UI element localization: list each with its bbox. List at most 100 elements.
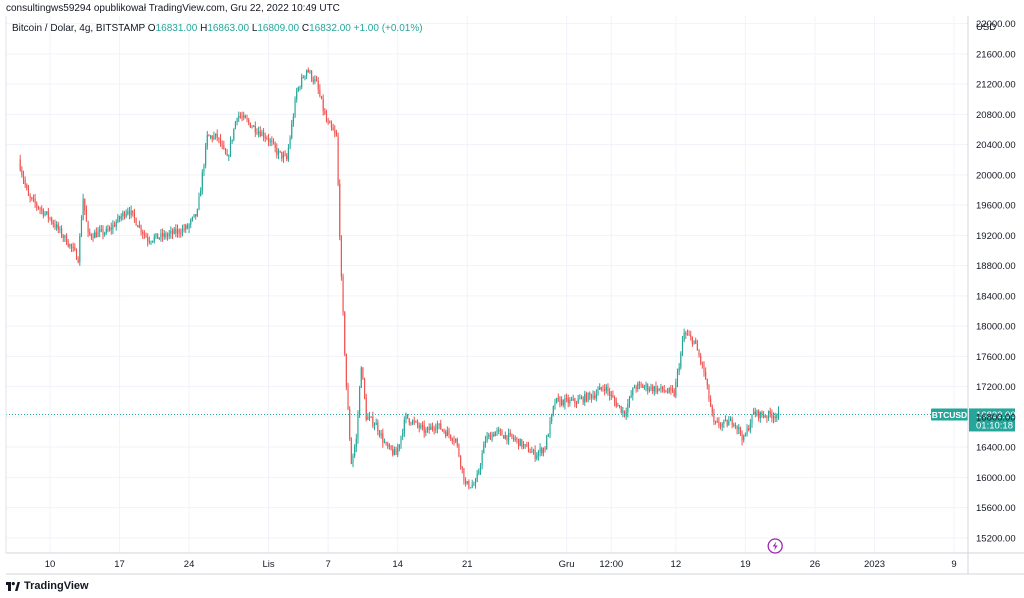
- candle: [163, 229, 165, 240]
- candle: [645, 381, 647, 392]
- candle-body: [294, 99, 296, 117]
- lightning-icon[interactable]: [767, 538, 783, 554]
- candle: [87, 220, 89, 238]
- candle: [180, 228, 182, 238]
- candle-body: [756, 410, 758, 415]
- candle: [647, 383, 649, 395]
- candle: [32, 194, 35, 203]
- candle-body: [178, 229, 180, 234]
- candle: [70, 243, 73, 253]
- candle-body: [716, 421, 718, 423]
- candle: [625, 407, 627, 420]
- candle-body: [224, 148, 227, 155]
- candle: [317, 77, 319, 95]
- candle-body: [426, 427, 429, 431]
- candle: [736, 425, 738, 435]
- candle-body: [112, 224, 114, 230]
- candle: [44, 210, 46, 217]
- candle: [363, 377, 366, 400]
- candle-body: [392, 449, 394, 455]
- candle-body: [37, 206, 39, 209]
- candle: [309, 69, 311, 74]
- candle: [426, 426, 429, 433]
- symbol-description[interactable]: Bitcoin / Dolar, 4g, BITSTAMP: [12, 23, 146, 34]
- candle-body: [367, 417, 369, 420]
- candle-body: [703, 363, 705, 372]
- candle: [117, 213, 119, 224]
- footer-branding: TradingView: [6, 580, 89, 592]
- candle-body: [718, 421, 720, 426]
- candle-body: [719, 425, 722, 427]
- y-tick-label: 16400.00: [976, 443, 1016, 454]
- candle: [693, 340, 695, 345]
- candle-body: [738, 427, 740, 430]
- candle: [534, 445, 536, 462]
- candle-body: [368, 416, 371, 418]
- candle: [201, 169, 203, 195]
- x-tick-label: 9: [951, 559, 956, 570]
- candle-body: [499, 430, 501, 432]
- candle-body: [395, 449, 397, 455]
- candle-body: [67, 244, 69, 247]
- candle-body: [681, 341, 684, 353]
- candle: [506, 434, 508, 445]
- candle: [191, 216, 193, 222]
- candle-body: [597, 389, 599, 394]
- candle: [82, 193, 84, 221]
- candle: [109, 225, 111, 232]
- candle: [195, 214, 197, 220]
- candle: [668, 387, 670, 394]
- candle-body: [133, 212, 136, 219]
- candle-body: [489, 434, 491, 440]
- candle-body: [726, 420, 728, 426]
- candle: [345, 353, 347, 391]
- candle-body: [476, 473, 478, 482]
- candle: [438, 423, 440, 430]
- candle: [89, 228, 91, 236]
- candle-body: [521, 439, 523, 447]
- candle-body: [276, 147, 278, 155]
- candle: [340, 235, 342, 281]
- candle: [690, 330, 692, 341]
- candle: [155, 233, 157, 239]
- candle-body: [708, 385, 710, 399]
- candle: [382, 428, 384, 448]
- candle-body: [150, 241, 152, 243]
- candle: [630, 390, 632, 399]
- candle-body: [410, 422, 412, 424]
- candle-body: [168, 233, 170, 236]
- candle-body: [39, 208, 41, 210]
- candle: [662, 386, 664, 393]
- candle: [733, 422, 735, 428]
- candle: [436, 420, 439, 434]
- candle-body: [87, 221, 89, 233]
- candle-body: [373, 425, 376, 427]
- candle: [143, 230, 145, 239]
- candle-body: [643, 386, 645, 388]
- candle-body: [319, 89, 321, 97]
- candle-body: [263, 132, 265, 138]
- candle: [61, 225, 63, 239]
- candle-body: [600, 387, 602, 389]
- candle: [104, 231, 106, 237]
- candle-body: [450, 434, 452, 439]
- candle-body: [655, 386, 657, 392]
- candle: [253, 125, 255, 128]
- candle: [774, 412, 776, 423]
- candle: [147, 233, 149, 247]
- candle-body: [196, 209, 198, 217]
- candle-body: [92, 237, 94, 239]
- candle-body: [676, 371, 679, 383]
- candle: [354, 444, 356, 459]
- candle-body: [526, 444, 528, 446]
- candle: [200, 187, 202, 197]
- candle-body: [208, 134, 210, 137]
- candle-body: [251, 126, 253, 128]
- x-tick-label: 7: [326, 559, 331, 570]
- candle-body: [587, 392, 589, 402]
- candle: [590, 393, 592, 403]
- candle: [120, 213, 122, 222]
- low-label: L: [251, 23, 258, 34]
- candle: [700, 352, 702, 366]
